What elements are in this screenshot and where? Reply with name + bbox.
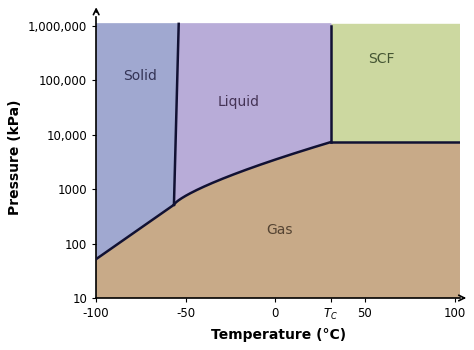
Y-axis label: Pressure (kPa): Pressure (kPa) [9, 99, 22, 215]
Polygon shape [331, 24, 460, 142]
Text: Liquid: Liquid [218, 95, 260, 109]
Text: Solid: Solid [123, 69, 157, 83]
Text: Gas: Gas [266, 223, 293, 237]
Polygon shape [96, 142, 460, 298]
Text: SCF: SCF [369, 52, 395, 66]
Polygon shape [174, 24, 331, 205]
X-axis label: Temperature (°C): Temperature (°C) [210, 328, 346, 342]
Polygon shape [96, 24, 179, 298]
